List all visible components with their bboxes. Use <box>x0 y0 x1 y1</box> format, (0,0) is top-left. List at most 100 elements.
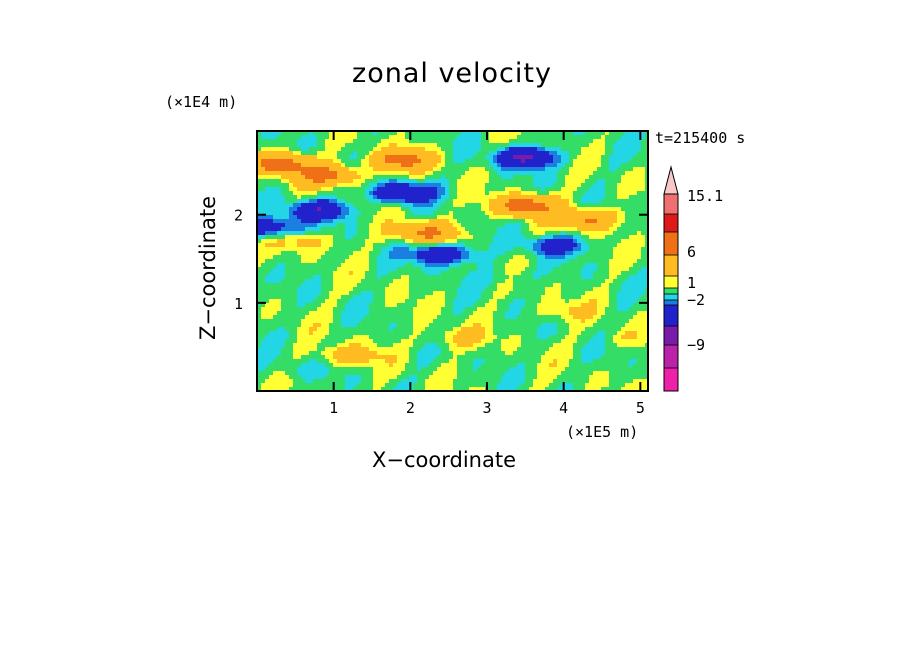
field-cell <box>277 227 282 232</box>
field-cell <box>529 247 534 252</box>
field-cell <box>553 223 558 228</box>
field-cell <box>461 199 466 204</box>
field-cell <box>273 251 278 256</box>
field-cell <box>597 163 602 168</box>
field-cell <box>449 135 454 140</box>
field-cell <box>309 307 314 312</box>
field-cell <box>377 183 382 188</box>
field-cell <box>377 299 382 304</box>
field-cell <box>365 271 370 276</box>
field-cell <box>573 135 578 140</box>
field-cell <box>433 147 438 152</box>
field-cell <box>477 171 482 176</box>
field-cell <box>517 267 522 272</box>
field-cell <box>605 231 610 236</box>
field-cell <box>437 219 442 224</box>
field-cell <box>433 179 438 184</box>
field-cell <box>265 143 270 148</box>
field-cell <box>393 139 398 144</box>
field-cell <box>597 291 602 296</box>
field-cell <box>509 227 514 232</box>
field-cell <box>481 267 486 272</box>
field-cell <box>545 279 550 284</box>
field-cell <box>645 151 649 156</box>
field-cell <box>377 279 382 284</box>
field-cell <box>281 327 286 332</box>
field-cell <box>425 159 430 164</box>
field-cell <box>373 143 378 148</box>
field-cell <box>361 195 366 200</box>
field-cell <box>613 231 618 236</box>
field-cell <box>301 251 306 256</box>
field-cell <box>281 315 286 320</box>
field-cell <box>401 135 406 140</box>
field-cell <box>365 155 370 160</box>
field-cell <box>349 295 354 300</box>
field-cell <box>289 247 294 252</box>
field-cell <box>529 183 534 188</box>
field-cell <box>533 179 538 184</box>
field-cell <box>401 223 406 228</box>
field-cell <box>349 191 354 196</box>
field-cell <box>449 311 454 316</box>
field-cell <box>613 279 618 284</box>
field-cell <box>265 207 270 212</box>
field-cell <box>437 331 442 336</box>
field-cell <box>445 323 450 328</box>
field-cell <box>329 219 334 224</box>
field-cell <box>613 151 618 156</box>
field-cell <box>625 143 630 148</box>
field-cell <box>577 259 582 264</box>
field-cell <box>269 175 274 180</box>
field-cell <box>461 175 466 180</box>
field-cell <box>601 207 606 212</box>
field-cell <box>637 139 642 144</box>
field-cell <box>581 287 586 292</box>
field-cell <box>569 195 574 200</box>
field-cell <box>309 331 314 336</box>
field-cell <box>545 259 550 264</box>
field-cell <box>377 239 382 244</box>
field-cell <box>381 287 386 292</box>
field-cell <box>445 239 450 244</box>
field-cell <box>501 319 506 324</box>
field-cell <box>401 251 406 256</box>
field-cell <box>489 291 494 296</box>
field-cell <box>257 231 262 236</box>
field-cell <box>365 315 370 320</box>
field-cell <box>325 159 330 164</box>
field-cell <box>305 291 310 296</box>
field-cell <box>417 151 422 156</box>
field-cell <box>545 199 550 204</box>
field-cell <box>373 219 378 224</box>
field-cell <box>529 135 534 140</box>
field-cell <box>553 247 558 252</box>
field-cell <box>621 259 626 264</box>
field-cell <box>349 319 354 324</box>
field-cell <box>525 167 530 172</box>
field-cell <box>597 227 602 232</box>
field-cell <box>477 327 482 332</box>
field-cell <box>417 219 422 224</box>
field-cell <box>265 275 270 280</box>
field-cell <box>593 279 598 284</box>
field-cell <box>285 299 290 304</box>
field-cell <box>441 263 446 268</box>
field-cell <box>509 275 514 280</box>
field-cell <box>517 227 522 232</box>
field-cell <box>333 243 338 248</box>
field-cell <box>385 223 390 228</box>
field-cell <box>605 319 610 324</box>
field-cell <box>441 175 446 180</box>
field-cell <box>473 211 478 216</box>
field-cell <box>633 187 638 192</box>
field-cell <box>477 195 482 200</box>
field-cell <box>569 175 574 180</box>
field-cell <box>541 199 546 204</box>
field-cell <box>625 235 630 240</box>
field-cell <box>621 323 626 328</box>
field-cell <box>601 199 606 204</box>
field-cell <box>597 307 602 312</box>
field-cell <box>369 307 374 312</box>
field-cell <box>493 283 498 288</box>
